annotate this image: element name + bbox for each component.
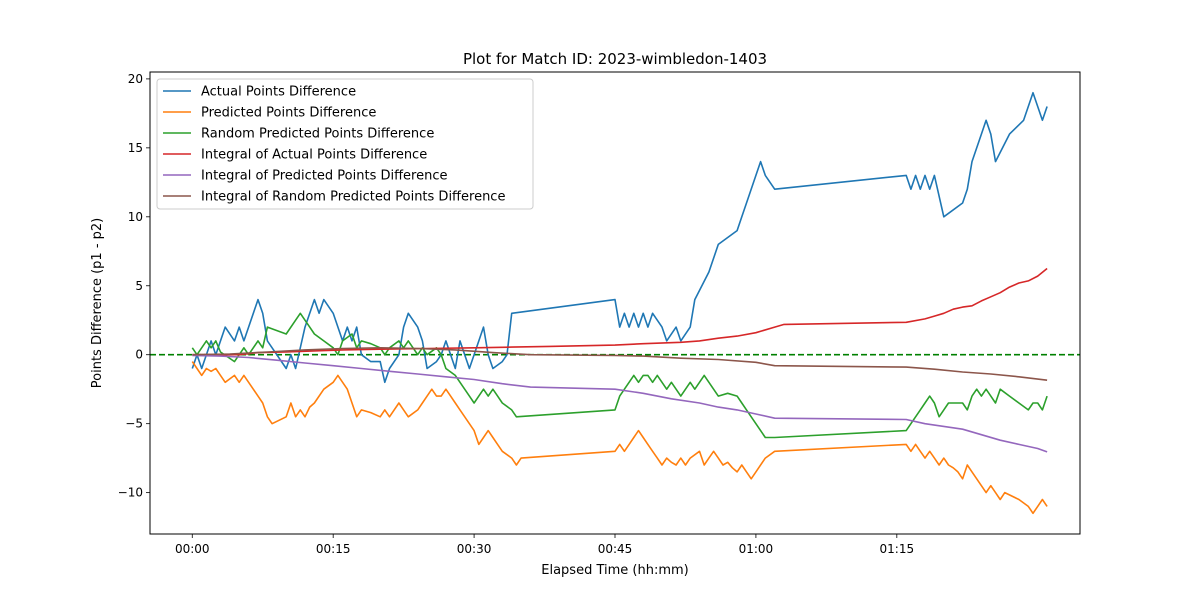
legend-entry: Integral of Actual Points Difference [201, 148, 427, 163]
series-line-6 [192, 346, 1048, 381]
y-tick-label: −10 [118, 486, 143, 500]
x-tick-label: 00:45 [598, 542, 633, 556]
legend-entry: Integral of Predicted Points Difference [201, 169, 448, 184]
legend-entry: Random Predicted Points Difference [201, 127, 434, 142]
legend-box [156, 78, 534, 210]
legend-entry: Predicted Points Difference [201, 106, 376, 121]
x-tick-label: 00:15 [316, 542, 351, 556]
y-axis: −10 −5 0 5 10 15 20 [118, 72, 150, 500]
legend: Actual Points Difference Predicted Points… [156, 78, 534, 210]
y-tick-label: 15 [128, 141, 143, 155]
x-axis-label: Elapsed Time (hh:mm) [541, 563, 688, 578]
y-tick-label: 0 [135, 348, 143, 362]
x-tick-label: 00:30 [457, 542, 492, 556]
x-tick-label: 01:15 [880, 542, 915, 556]
legend-entry: Integral of Random Predicted Points Diff… [201, 190, 505, 205]
legend-entry: Actual Points Difference [201, 85, 356, 100]
x-tick-label: 01:00 [739, 542, 774, 556]
x-axis: 00:00 00:15 00:30 00:45 01:00 01:15 [175, 534, 914, 556]
x-tick-label: 00:00 [175, 542, 210, 556]
series-line-4 [192, 267, 1048, 356]
series-line-2 [191, 361, 1048, 515]
y-axis-label: Points Difference (p1 - p2) [90, 218, 105, 388]
chart-title: Plot for Match ID: 2023-wimbledon-1403 [463, 50, 767, 68]
series-line-3 [191, 312, 1048, 439]
y-tick-label: −5 [125, 417, 143, 431]
series-line-5 [192, 354, 1048, 453]
y-tick-label: 20 [128, 72, 143, 86]
series-lines [191, 91, 1048, 515]
y-tick-label: 10 [128, 210, 143, 224]
y-tick-label: 5 [135, 279, 143, 293]
